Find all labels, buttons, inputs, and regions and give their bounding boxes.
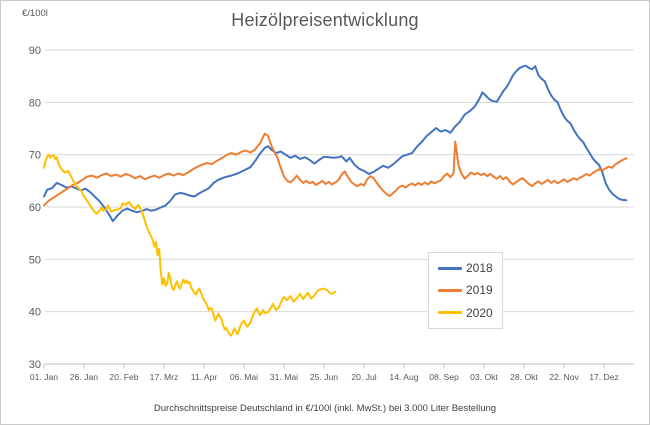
y-tick-label: 60 [29,202,41,214]
x-tick-label: 01. Jan [30,372,58,382]
chart-title: Heizölpreisentwicklung [231,10,419,30]
x-tick-label: 22. Nov [549,372,579,382]
x-tick-label: 20. Feb [109,372,138,382]
x-tick-label: 17. Mrz [150,372,179,382]
x-tick-label: 25. Jun [310,372,338,382]
x-tick-label: 28. Okt [510,372,538,382]
legend-item-2018: 2018 [438,262,502,274]
series-line-2019 [43,132,628,207]
legend-label-2020: 2020 [466,305,493,320]
x-tick-label: 08. Sep [429,372,459,382]
y-tick-label: 80 [29,97,41,109]
series-line-2020 [43,153,337,337]
x-tick-label: 17. Dez [589,372,619,382]
legend-line-swatch-2020 [438,311,462,315]
x-tick-label: 03. Okt [470,372,498,382]
y-tick-label: 50 [29,254,41,266]
y-tick-label: 40 [29,307,41,319]
x-tick-label: 26. Jan [70,372,98,382]
legend-label-2019: 2019 [466,283,493,298]
legend-line-swatch-2018 [438,266,462,270]
x-tick-label: 20. Jul [351,372,376,382]
legend-line-swatch-2019 [438,288,462,292]
series-line-2018 [43,64,628,223]
legend-item-2019: 2019 [438,284,502,296]
x-tick-label: 31. Mai [270,372,298,382]
y-tick-label: 90 [29,45,41,57]
y-tick-label: 70 [29,150,41,162]
y-axis-unit-label: €/100l [22,8,48,19]
x-tick-label: 11. Apr [191,372,218,382]
legend-item-2020: 2020 [438,307,502,319]
chart-caption: Durchschnittspreise Deutschland in €/100… [153,403,497,414]
chart-legend: 2018 2019 2020 [428,252,503,329]
x-tick-label: 14. Aug [389,372,418,382]
y-tick-label: 30 [29,359,41,371]
legend-label-2018: 2018 [466,261,493,276]
x-tick-label: 06. Mai [230,372,258,382]
